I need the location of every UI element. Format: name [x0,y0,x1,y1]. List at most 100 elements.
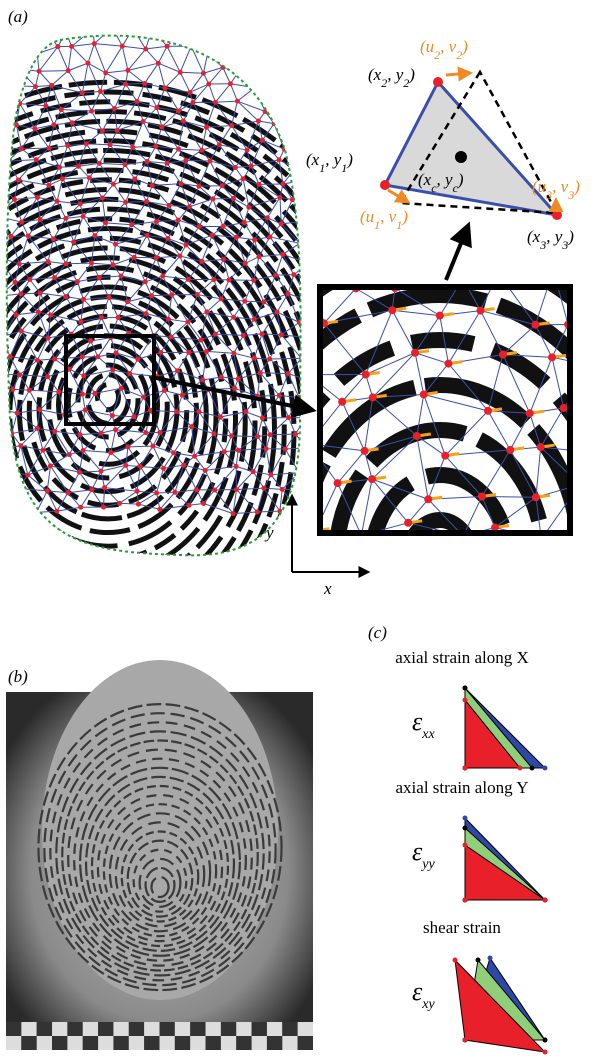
strain-triangle [465,700,520,768]
mesh-node [97,275,102,280]
mesh-edge [0,408,17,413]
mesh-node [289,51,294,56]
mesh-node [81,448,86,453]
mesh-node [83,407,88,412]
checker [83,1022,98,1036]
mesh-node [55,44,60,49]
mesh-node [213,26,218,31]
mesh-edge [239,54,247,71]
mesh-node [103,70,108,75]
mesh-node [289,118,294,123]
mesh-node [84,141,89,146]
mesh-edge [57,179,62,201]
mesh-node [328,218,333,223]
checker [267,1022,282,1036]
mesh-node [172,490,177,495]
fingerprint-photo [6,660,313,1050]
mesh-edge [113,244,116,265]
mesh-node [165,161,170,166]
mesh-edge [265,103,282,112]
mesh-node [99,431,104,436]
mesh-node [78,505,83,510]
mesh-edge [330,220,344,238]
mesh-node [135,357,140,362]
mesh-node [305,377,310,382]
mesh-edge [255,67,268,87]
mesh-node [162,388,167,393]
mesh-node [123,200,128,205]
mesh-node [167,203,172,208]
mesh-node [154,219,159,224]
mesh-node [174,409,179,414]
mesh-node [506,446,514,454]
mesh-edge [237,101,258,121]
mesh-node [224,47,229,52]
mesh-node [171,450,176,455]
mesh-node [63,294,68,299]
label-part: 3 [545,188,552,202]
mesh-node [37,69,42,74]
mesh-node [236,23,241,28]
strain-node [476,958,481,963]
mesh-node [18,291,23,296]
mesh-edge [68,63,88,70]
mesh-node [99,315,104,320]
mesh-node [310,66,315,71]
mesh-node [35,195,40,200]
mesh-node [90,26,95,31]
symbol-part: xy [421,997,435,1012]
mesh-node [243,409,248,414]
mesh-node [280,100,285,105]
mesh-node [145,159,150,164]
mesh-node [267,356,272,361]
mesh-node [141,395,146,400]
mesh-edge [86,144,110,145]
checker [175,1036,190,1050]
mesh-node [537,443,545,451]
mesh-node [165,44,170,49]
mesh-node [303,178,308,183]
mesh-edge [292,200,324,207]
mesh-edge [292,120,319,121]
mesh-node [17,261,22,266]
mesh-node [16,66,21,71]
mesh-node [297,83,302,88]
label-part: (x [306,150,320,169]
mesh-node [196,184,201,189]
mesh-edge [292,120,311,147]
mesh-node [81,297,86,302]
mesh-node [19,220,24,225]
mesh-edge [39,71,52,85]
mesh-node [55,199,60,204]
mesh-node [46,183,51,188]
mesh-edge [274,120,291,123]
checker [175,1022,190,1036]
mesh-node [280,252,285,257]
mesh-edge [237,488,264,489]
strain-node [543,1038,548,1043]
checker [236,1036,251,1050]
mesh-node [112,106,117,111]
mesh-node [589,280,596,288]
mesh-node [277,393,282,398]
mesh-edge [283,86,300,103]
mesh-edge [12,472,18,488]
mesh-edge [152,29,167,46]
mesh-node [157,430,162,435]
mesh-node [32,126,37,131]
mesh-edge [117,101,137,130]
strain-heading: axial strain along X [395,648,529,667]
checker [129,1036,144,1050]
mesh-edge [310,206,324,220]
mesh-edge [277,54,284,67]
mesh-node [98,89,103,94]
mesh-node [49,83,54,88]
mesh-edge [284,120,291,149]
mesh-edge [146,46,167,49]
mesh-node [177,32,182,37]
mesh-node [34,157,39,162]
mesh-node [261,486,266,491]
mesh-node [176,147,181,152]
mesh-node [217,142,222,147]
axis-label: x [323,579,332,598]
